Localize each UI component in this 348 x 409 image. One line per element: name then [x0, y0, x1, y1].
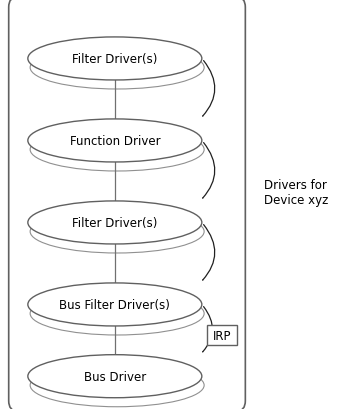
Text: IRP: IRP	[213, 329, 231, 342]
Text: Drivers for
Device xyz: Drivers for Device xyz	[264, 178, 328, 206]
Ellipse shape	[28, 120, 202, 162]
Ellipse shape	[30, 210, 204, 253]
Ellipse shape	[28, 201, 202, 244]
Ellipse shape	[30, 128, 204, 172]
Text: Filter Driver(s): Filter Driver(s)	[72, 216, 158, 229]
Ellipse shape	[30, 292, 204, 335]
Bar	[207, 325, 237, 346]
Ellipse shape	[28, 355, 202, 398]
Ellipse shape	[30, 364, 204, 407]
Ellipse shape	[28, 283, 202, 326]
FancyBboxPatch shape	[9, 0, 245, 409]
Ellipse shape	[30, 47, 204, 90]
Text: Filter Driver(s): Filter Driver(s)	[72, 53, 158, 66]
FancyArrowPatch shape	[203, 307, 213, 352]
Ellipse shape	[28, 38, 202, 81]
Text: Function Driver: Function Driver	[70, 135, 160, 148]
FancyArrowPatch shape	[203, 225, 215, 280]
FancyArrowPatch shape	[203, 61, 215, 117]
Text: Bus Filter Driver(s): Bus Filter Driver(s)	[60, 298, 170, 311]
Text: Bus Driver: Bus Driver	[84, 370, 146, 383]
FancyArrowPatch shape	[203, 143, 215, 198]
